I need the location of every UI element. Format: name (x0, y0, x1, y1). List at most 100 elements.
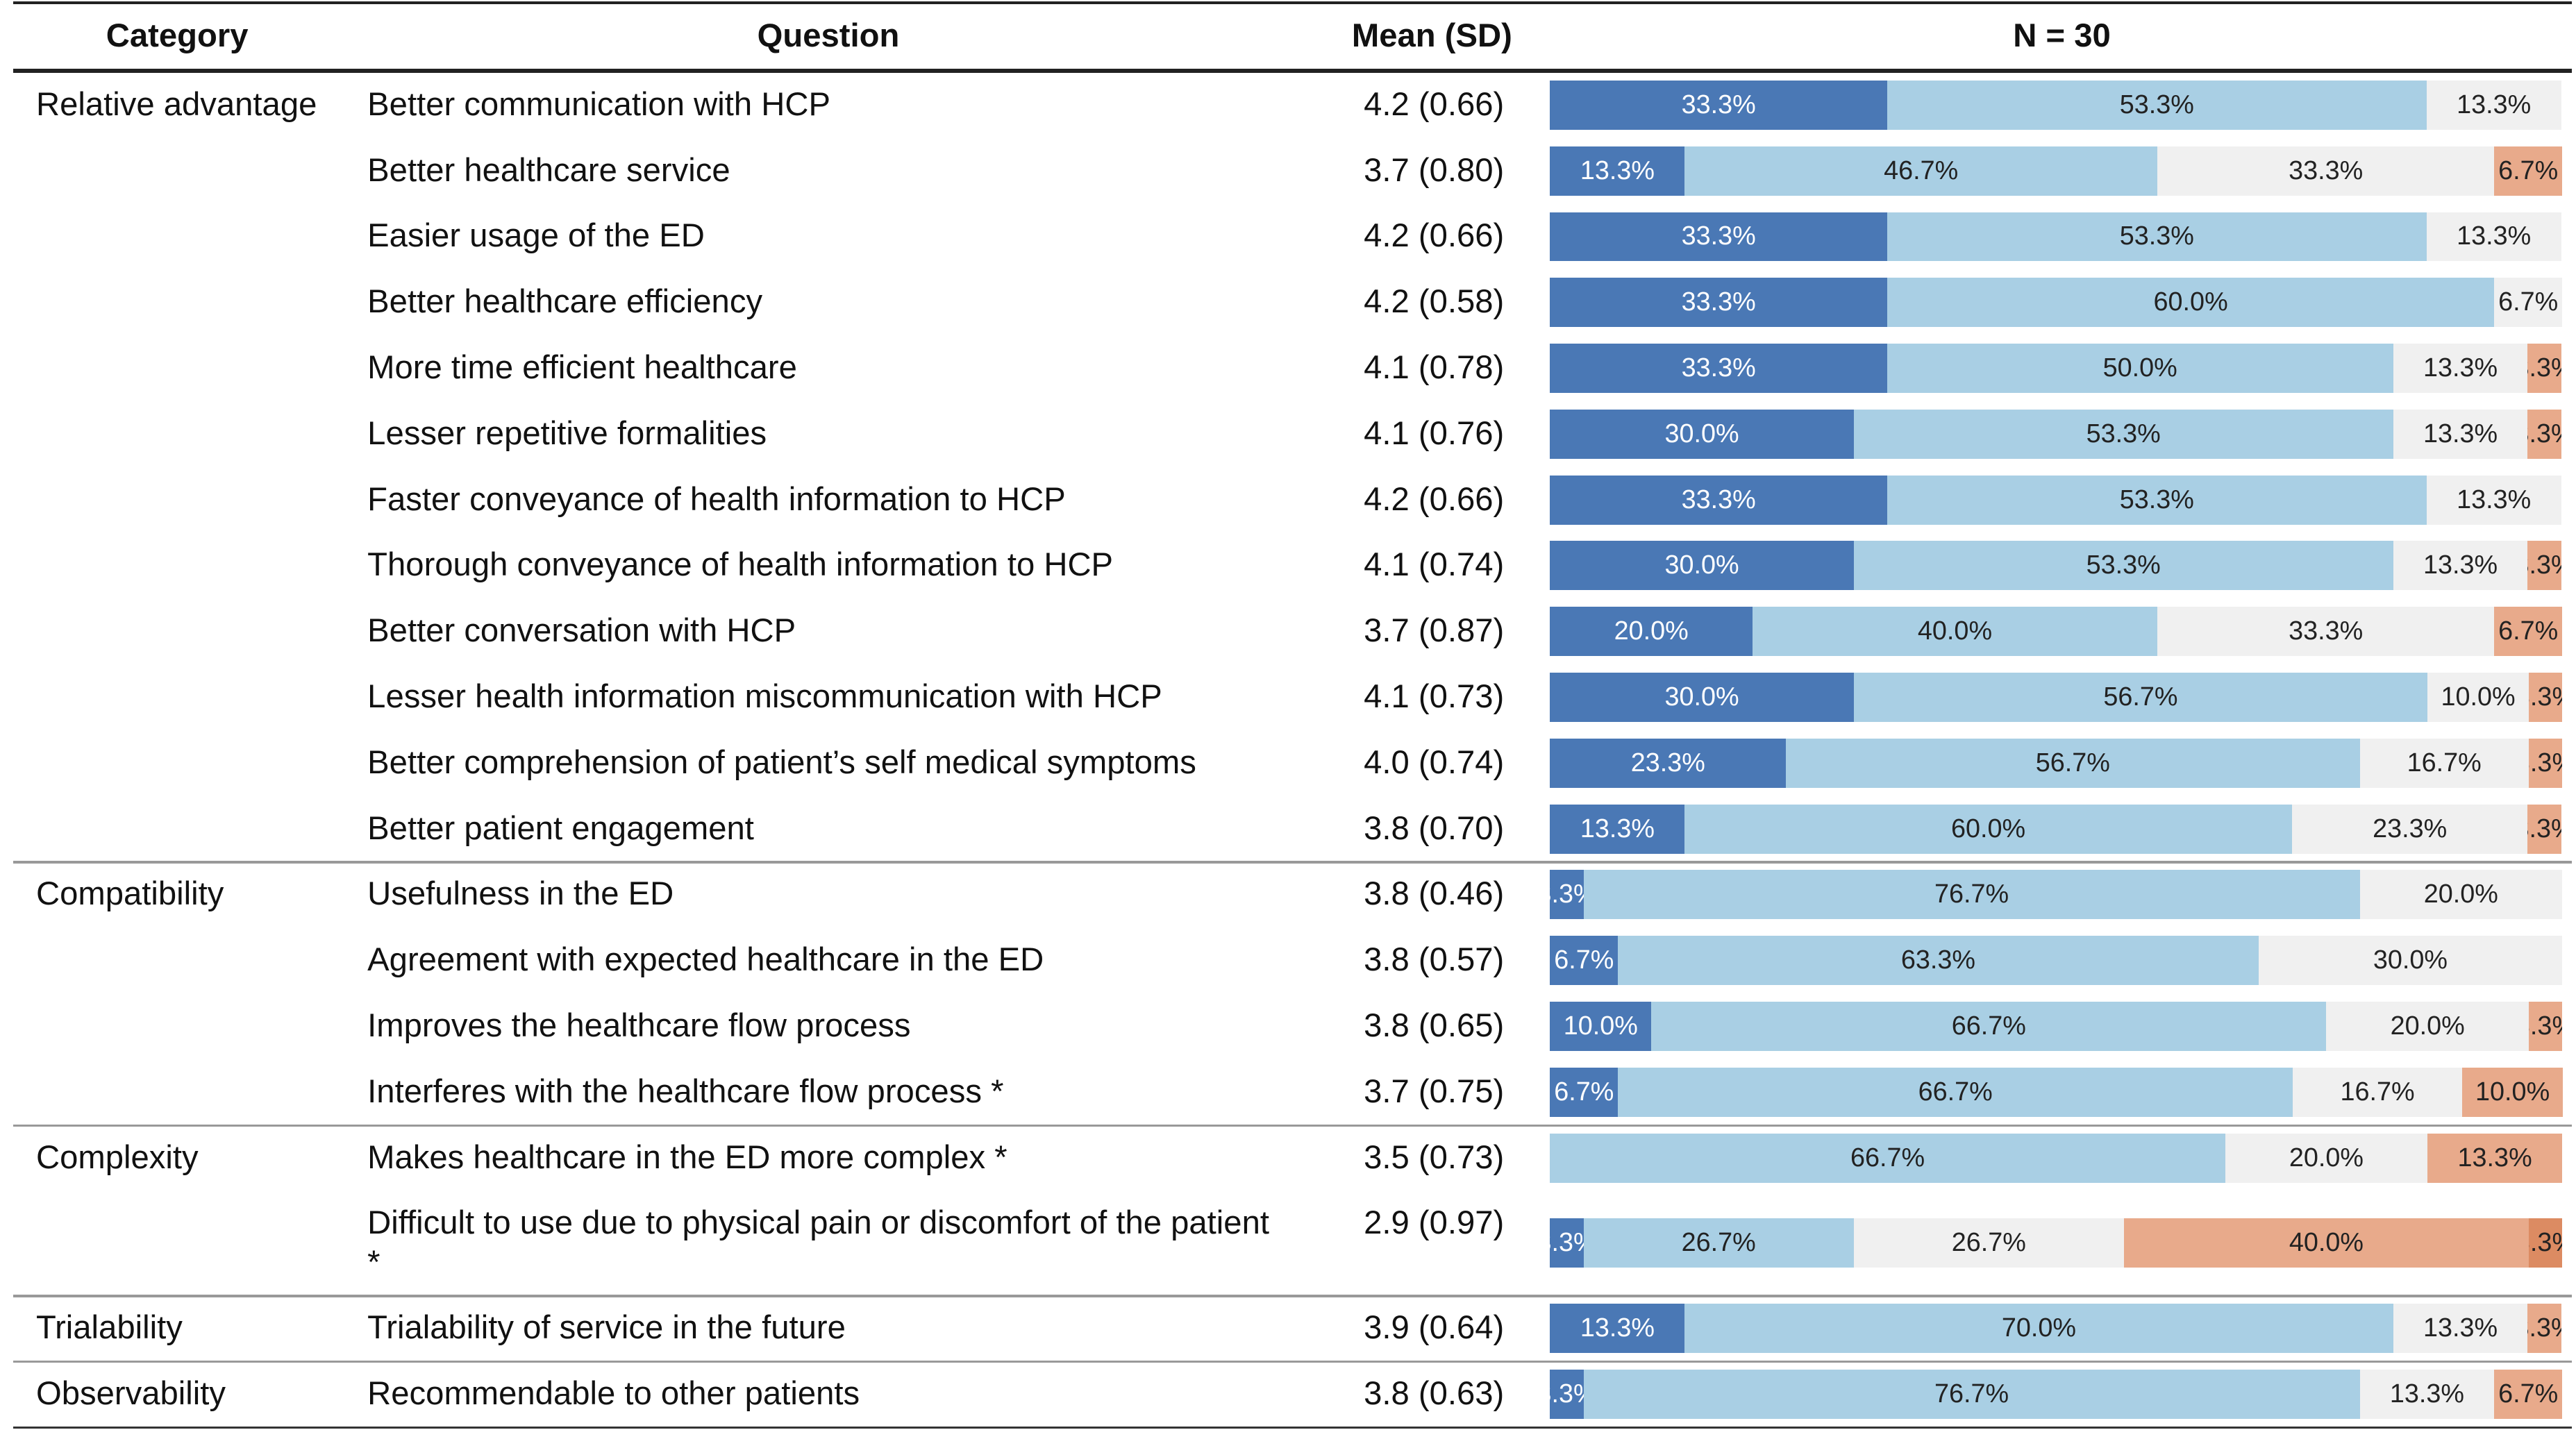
bar-segment: 53.3% (1853, 541, 2393, 591)
segment-label: 13.3% (2389, 1379, 2465, 1408)
segment-label: 20.0% (2390, 1011, 2465, 1041)
mean-sd-cell: 4.1 (0.78) (1364, 349, 1505, 387)
bar-segment: 10.0% (2461, 1067, 2564, 1117)
bar-segment: 3.3% (2527, 804, 2561, 854)
bar-segment: 16.7% (2359, 738, 2529, 788)
segment-label: 10.0% (1563, 1011, 1638, 1041)
bar-segment: 53.3% (1887, 475, 2427, 525)
bar-segment: 53.3% (1887, 80, 2427, 130)
mean-sd-cell: 3.8 (0.46) (1364, 875, 1505, 913)
question-cell: Easier usage of the ED (367, 217, 705, 255)
segment-label: 40.0% (1917, 616, 1993, 646)
segment-label: 20.0% (2423, 880, 2498, 909)
segment-label: 33.3% (1681, 485, 1756, 514)
segment-label: 20.0% (2289, 1143, 2364, 1172)
segment-label: 66.7% (1918, 1077, 1993, 1107)
bar-segment: 33.3% (1550, 475, 1887, 525)
bar-segment: 6.7% (2494, 278, 2563, 328)
bar-segment: 40.0% (2123, 1218, 2529, 1268)
segment-label: 63.3% (1900, 945, 1975, 975)
header-cell: Mean (SD) (1351, 17, 1512, 54)
bar-segment: 3.3% (2527, 541, 2561, 591)
bar-segment: 33.3% (1550, 212, 1887, 262)
segment-label: 16.7% (2407, 748, 2482, 777)
segment-label: 13.3% (2423, 353, 2498, 383)
segment-label: 13.3% (2457, 485, 2532, 514)
segment-label: 40.0% (2289, 1228, 2364, 1258)
segment-label: 53.3% (2119, 90, 2194, 119)
segment-label: 46.7% (1884, 155, 1959, 185)
segment-label: 23.3% (2373, 814, 2448, 843)
bar-segment: 33.3% (1550, 344, 1887, 393)
mean-sd-cell: 3.5 (0.73) (1364, 1138, 1505, 1176)
bar-segment: 20.0% (1550, 607, 1753, 657)
question-cell: Better patient engagement (367, 809, 754, 847)
segment-label: 13.3% (1580, 155, 1655, 185)
segment-label: 6.7% (2498, 155, 2559, 185)
segment-label: 6.7% (2498, 616, 2559, 646)
bar-segment: 13.3% (1550, 804, 1685, 854)
segment-label: 3.3% (2529, 682, 2562, 712)
bar-segment: 3.3% (2528, 738, 2563, 788)
question-cell: Makes healthcare in the ED more complex … (367, 1138, 1007, 1176)
bar-segment: 33.3% (2157, 146, 2495, 196)
segment-label: 3.3% (2527, 353, 2561, 383)
top-rule (12, 1, 2573, 4)
question-cell: Improves the healthcare flow process (367, 1007, 911, 1045)
bar-segment: 30.0% (1550, 673, 1854, 722)
segment-label: 3.3% (2527, 1313, 2561, 1343)
question-cell: More time efficient healthcare (367, 349, 797, 387)
mean-sd-cell: 4.1 (0.74) (1364, 546, 1505, 584)
question-cell: Agreement with expected healthcare in th… (367, 941, 1044, 979)
mean-sd-cell: 4.0 (0.74) (1364, 743, 1505, 781)
question-cell: Better healthcare efficiency (367, 283, 763, 321)
segment-label: 13.3% (2457, 221, 2532, 251)
mean-sd-cell: 4.2 (0.66) (1364, 217, 1505, 255)
segment-label: 16.7% (2340, 1077, 2415, 1107)
question-cell: Difficult to use due to physical pain or… (367, 1204, 1269, 1281)
bar-segment: 66.7% (1651, 1002, 2327, 1051)
segment-label: 76.7% (1934, 880, 2009, 909)
bar-segment: 13.3% (2393, 1304, 2528, 1354)
bar-segment: 23.3% (1550, 738, 1787, 788)
segment-label: 13.3% (2457, 90, 2532, 119)
bar-segment: 76.7% (1583, 1370, 2360, 1419)
bar-segment: 20.0% (2359, 870, 2563, 920)
mean-sd-cell: 3.8 (0.63) (1364, 1375, 1505, 1412)
bar-segment: 60.0% (1684, 804, 2292, 854)
bar-segment: 33.3% (1550, 80, 1887, 130)
segment-label: 30.0% (1664, 419, 1739, 448)
mean-sd-cell: 3.7 (0.75) (1364, 1072, 1505, 1110)
bar-segment: 13.3% (1550, 146, 1685, 196)
bar-segment: 23.3% (2291, 804, 2528, 854)
bar-segment: 6.7% (2494, 1370, 2563, 1419)
bar-segment: 13.3% (2393, 541, 2528, 591)
mean-sd-cell: 4.1 (0.76) (1364, 414, 1505, 452)
bar-segment: 26.7% (1583, 1218, 1854, 1268)
bar-segment: 13.3% (2426, 475, 2561, 525)
bar-segment: 13.3% (2426, 80, 2561, 130)
category-cell: Compatibility (35, 875, 224, 913)
mean-sd-cell: 4.1 (0.73) (1364, 678, 1505, 716)
bar-segment: 26.7% (1853, 1218, 2124, 1268)
bar-segment: 46.7% (1684, 146, 2157, 196)
segment-label: 13.3% (2423, 550, 2498, 580)
segment-label: 53.3% (2086, 419, 2161, 448)
category-cell: Complexity (35, 1138, 199, 1176)
segment-label: 6.7% (2498, 287, 2559, 317)
bar-segment: 3.3% (2528, 1002, 2563, 1051)
mean-sd-cell: 4.2 (0.66) (1364, 85, 1505, 123)
mean-sd-cell: 4.2 (0.66) (1364, 480, 1505, 518)
mean-sd-cell: 3.8 (0.70) (1364, 809, 1505, 847)
segment-label: 53.3% (2119, 485, 2194, 514)
mean-sd-cell: 3.7 (0.80) (1364, 151, 1505, 189)
segment-label: 3.3% (2527, 814, 2561, 843)
question-cell: Faster conveyance of health information … (367, 480, 1066, 518)
segment-label: 3.3% (1550, 880, 1583, 909)
bar-segment: 13.3% (2359, 1370, 2495, 1419)
mean-sd-cell: 2.9 (0.97) (1364, 1204, 1505, 1242)
bar-segment: 66.7% (1550, 1133, 2225, 1183)
question-cell: Trialability of service in the future (367, 1309, 846, 1347)
segment-label: 13.3% (2423, 419, 2498, 448)
